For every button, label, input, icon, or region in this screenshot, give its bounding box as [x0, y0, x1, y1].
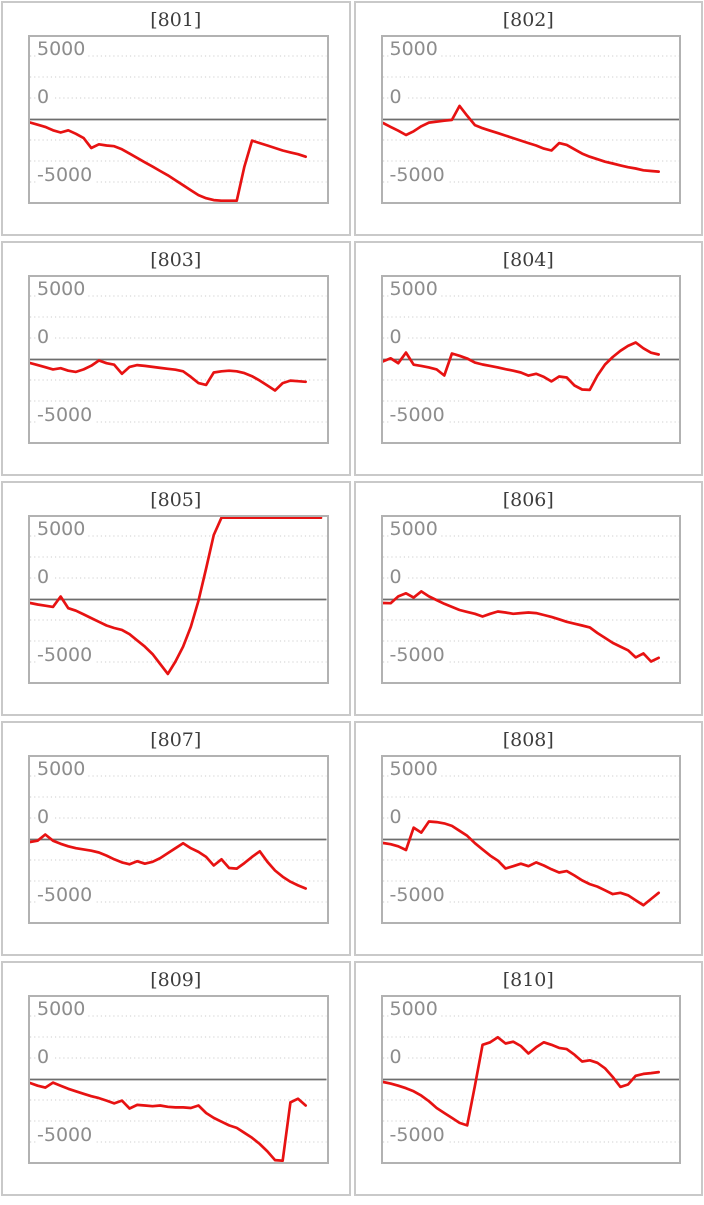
chart-cell: [807] 5000 0 -5000 — [1, 721, 351, 956]
plot-area: 5000 0 -5000 — [380, 755, 681, 924]
y-tick-label-0: 0 — [37, 568, 53, 587]
chart-title: [804] — [502, 249, 554, 271]
chart-cell: [803] 5000 0 -5000 — [1, 241, 351, 476]
line-chart-canvas — [382, 775, 679, 907]
chart-title: [808] — [502, 729, 554, 751]
series-line — [382, 104, 660, 173]
y-tick-label-0: 0 — [37, 88, 53, 107]
y-tick-label-5000: 5000 — [389, 760, 441, 779]
chart-cell: [810] 5000 0 -5000 — [353, 961, 703, 1196]
plot-area: 5000 0 -5000 — [28, 275, 329, 444]
y-tick-label-minus5000: -5000 — [37, 646, 96, 665]
y-tick-label-5000: 5000 — [389, 520, 441, 539]
plot-area: 5000 0 -5000 — [28, 755, 329, 924]
y-tick-label-5000: 5000 — [37, 280, 89, 299]
chart-cell: [809] 5000 0 -5000 — [1, 961, 351, 1196]
y-tick-label-5000: 5000 — [37, 40, 89, 59]
plot-area: 5000 0 -5000 — [380, 35, 681, 204]
series-line — [382, 820, 660, 907]
y-tick-label-0: 0 — [389, 568, 405, 587]
plot-area: 5000 0 -5000 — [380, 515, 681, 684]
chart-title: [806] — [502, 489, 554, 511]
y-tick-label-0: 0 — [37, 328, 53, 347]
line-chart-canvas — [382, 295, 679, 423]
line-chart-canvas — [382, 55, 679, 183]
chart-title: [809] — [150, 969, 202, 991]
line-chart-canvas — [382, 535, 679, 663]
plot-area: 5000 0 -5000 — [28, 515, 329, 684]
series-line — [30, 359, 308, 392]
y-tick-label-minus5000: -5000 — [37, 406, 96, 425]
y-tick-label-minus5000: -5000 — [389, 406, 448, 425]
y-tick-label-5000: 5000 — [37, 760, 89, 779]
series-line — [30, 833, 308, 890]
chart-title: [801] — [150, 9, 202, 31]
plot-area: 5000 0 -5000 — [28, 995, 329, 1164]
line-chart-canvas — [30, 295, 327, 423]
y-tick-label-minus5000: -5000 — [37, 1126, 96, 1145]
line-chart-canvas — [30, 1015, 327, 1162]
y-tick-label-5000: 5000 — [389, 40, 441, 59]
series-line — [382, 590, 660, 663]
chart-title: [805] — [150, 489, 202, 511]
chart-cell: [802] 5000 0 -5000 — [353, 1, 703, 236]
y-tick-label-minus5000: -5000 — [37, 166, 96, 185]
plot-area: 5000 0 -5000 — [28, 35, 329, 204]
chart-cell: [801] 5000 0 -5000 — [1, 1, 351, 236]
y-tick-label-0: 0 — [37, 1048, 53, 1067]
y-tick-label-minus5000: -5000 — [389, 1126, 448, 1145]
series-line — [30, 517, 323, 676]
line-chart-canvas — [30, 775, 327, 903]
series-line — [382, 1035, 660, 1127]
plot-area: 5000 0 -5000 — [380, 275, 681, 444]
chart-cell: [806] 5000 0 -5000 — [353, 481, 703, 716]
y-tick-label-minus5000: -5000 — [389, 886, 448, 905]
series-line — [30, 1081, 308, 1162]
series-line — [30, 121, 308, 202]
series-line — [382, 341, 660, 392]
chart-cell: [804] 5000 0 -5000 — [353, 241, 703, 476]
line-chart-canvas — [30, 517, 327, 676]
y-tick-label-0: 0 — [389, 88, 405, 107]
line-chart-canvas — [30, 55, 327, 202]
y-tick-label-5000: 5000 — [389, 1000, 441, 1019]
line-chart-canvas — [382, 1015, 679, 1143]
y-tick-label-0: 0 — [389, 1048, 405, 1067]
y-tick-label-minus5000: -5000 — [389, 646, 448, 665]
chart-cell: [805] 5000 0 -5000 — [1, 481, 351, 716]
y-tick-label-0: 0 — [389, 808, 405, 827]
y-tick-label-minus5000: -5000 — [389, 166, 448, 185]
chart-title: [803] — [150, 249, 202, 271]
chart-title: [810] — [502, 969, 554, 991]
chart-cell: [808] 5000 0 -5000 — [353, 721, 703, 956]
y-tick-label-5000: 5000 — [37, 520, 89, 539]
y-tick-label-5000: 5000 — [37, 1000, 89, 1019]
y-tick-label-minus5000: -5000 — [37, 886, 96, 905]
y-tick-label-5000: 5000 — [389, 280, 441, 299]
y-tick-label-0: 0 — [37, 808, 53, 827]
y-tick-label-0: 0 — [389, 328, 405, 347]
plot-area: 5000 0 -5000 — [380, 995, 681, 1164]
chart-title: [807] — [150, 729, 202, 751]
chart-title: [802] — [502, 9, 554, 31]
